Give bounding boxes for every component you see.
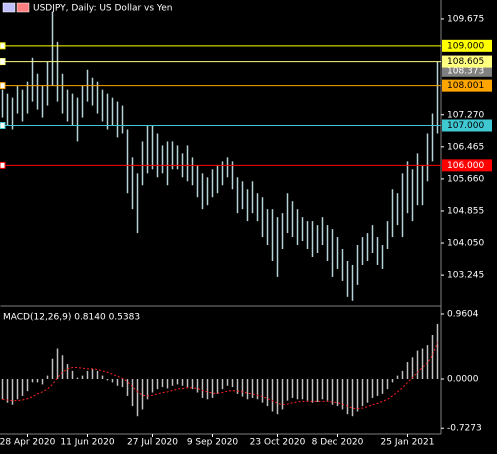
level-handle — [0, 161, 6, 169]
y-tick-label: 109.675 — [447, 14, 484, 24]
y-tick-label: -0.7273 — [447, 424, 482, 434]
y-tick-label: 103.245 — [447, 271, 484, 281]
x-tick-label: 25 Jan 2021 — [381, 438, 435, 448]
x-tick-label: 8 Dec 2020 — [312, 438, 364, 448]
level-label: 109.000 — [447, 41, 484, 51]
x-tick-label: 28 Apr 2020 — [0, 438, 56, 448]
level-label: 108.605 — [447, 57, 484, 67]
level-label: 108.001 — [447, 81, 484, 91]
level-label: 107.000 — [447, 121, 484, 131]
y-tick-label: 106.465 — [447, 142, 484, 152]
y-tick-label: 107.270 — [447, 110, 484, 120]
x-tick-label: 9 Sep 2020 — [187, 438, 239, 448]
last-price-box — [442, 64, 492, 77]
indicator-title: MACD(12,26,9) 0.8140 0.5383 — [3, 313, 140, 323]
x-tick-label: 11 Jun 2020 — [60, 438, 114, 448]
symbol-icon — [2, 2, 16, 13]
level-box — [442, 159, 492, 172]
last-price-label: 108.373 — [447, 66, 484, 76]
level-box — [442, 79, 492, 92]
y-tick-label: 0.9604 — [447, 309, 479, 319]
level-box — [442, 39, 492, 52]
chart-title: USDJPY, Daily: US Dollar vs Yen — [33, 4, 172, 14]
level-handle — [0, 42, 6, 50]
level-handle — [0, 122, 6, 130]
level-label: 106.000 — [447, 161, 484, 171]
y-tick-label: 0.0000 — [447, 374, 479, 384]
y-tick-label: 105.660 — [447, 174, 484, 184]
level-handle — [0, 82, 6, 90]
level-box — [442, 55, 492, 68]
level-handle — [0, 58, 6, 66]
level-box — [442, 119, 492, 132]
x-tick-label: 27 Jul 2020 — [127, 438, 178, 448]
y-tick-label: 104.855 — [447, 206, 484, 216]
x-tick-label: 23 Oct 2020 — [250, 438, 306, 448]
symbol-icon — [16, 2, 30, 13]
y-tick-label: 104.050 — [447, 239, 484, 249]
